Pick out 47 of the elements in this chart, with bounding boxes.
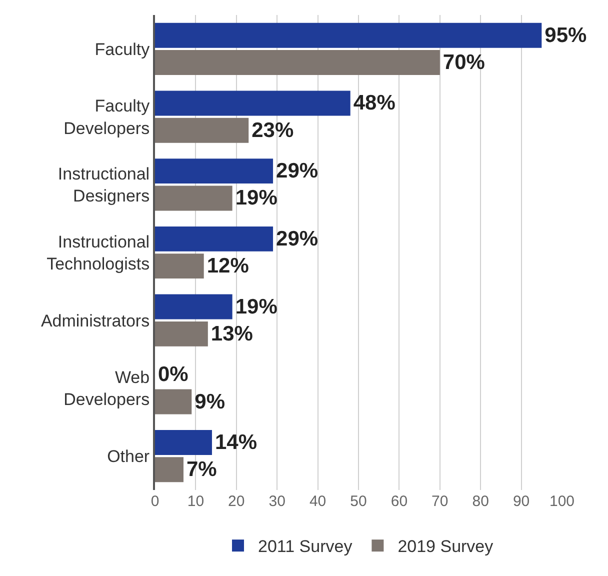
data-label: 70% — [442, 51, 486, 74]
bar — [155, 457, 184, 482]
data-label: 7% — [186, 458, 218, 482]
bar — [155, 186, 232, 211]
data-label: 29% — [276, 160, 318, 183]
data-label: 95% — [544, 24, 588, 47]
data-label: 29% — [276, 227, 318, 250]
bar — [155, 254, 204, 279]
bar — [155, 321, 208, 346]
bar — [155, 158, 274, 184]
y-tick-label: Other — [107, 447, 150, 466]
x-tick-label: 30 — [268, 493, 286, 510]
x-tick-label: 50 — [350, 493, 367, 510]
bar — [155, 22, 542, 48]
bar — [155, 430, 212, 455]
x-tick-label: 100 — [549, 493, 575, 510]
bar — [155, 50, 440, 75]
data-label: 48% — [353, 92, 396, 115]
bar — [155, 118, 249, 143]
data-label: 0% — [158, 363, 189, 386]
data-label: 12% — [206, 254, 250, 278]
bar — [155, 226, 274, 252]
x-tick-label: 0 — [150, 493, 160, 510]
legend-label: 2011 Survey — [258, 537, 353, 556]
x-tick-label: 80 — [472, 493, 489, 510]
bar — [155, 90, 350, 116]
data-label: 14% — [214, 431, 258, 454]
bar — [155, 294, 232, 320]
x-tick-label: 40 — [309, 493, 326, 510]
data-label: 19% — [235, 295, 278, 318]
y-tick-label: Administrators — [40, 311, 150, 330]
y-tick-label: Instructional Designers — [58, 164, 150, 206]
x-tick-label: 10 — [187, 493, 204, 510]
bar — [155, 389, 192, 414]
y-tick-label: Faculty — [94, 40, 150, 59]
x-tick-label: 20 — [228, 493, 245, 510]
x-tick-label: 70 — [432, 493, 448, 510]
data-label: 13% — [210, 322, 254, 346]
data-label: 9% — [194, 390, 226, 414]
data-label: 23% — [252, 118, 294, 142]
x-tick-label: 90 — [512, 493, 530, 510]
x-tick-label: 60 — [390, 493, 408, 510]
legend-label: 2019 Survey — [398, 537, 494, 556]
y-tick-label: Web Developers — [64, 368, 150, 410]
y-tick-label: Faculty Developers — [64, 96, 150, 138]
y-tick-label: Instructional Technologists — [46, 232, 150, 274]
data-label: 19% — [235, 186, 278, 210]
